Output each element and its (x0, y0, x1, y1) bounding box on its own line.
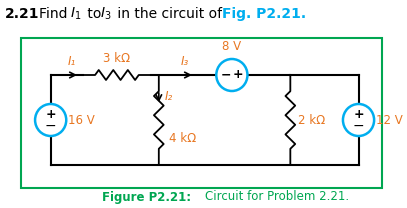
Text: +: + (45, 109, 56, 121)
Text: 3 kΩ: 3 kΩ (103, 52, 131, 65)
Text: I₁: I₁ (68, 55, 76, 68)
Text: $I_1$: $I_1$ (70, 6, 81, 22)
Text: Figure P2.21:: Figure P2.21: (102, 191, 191, 203)
Text: 2.21: 2.21 (5, 7, 39, 21)
Text: to: to (83, 7, 105, 21)
Text: 12 V: 12 V (376, 114, 403, 126)
Text: +: + (232, 68, 243, 82)
Text: I₃: I₃ (181, 55, 189, 68)
Text: $I_3$: $I_3$ (101, 6, 112, 22)
Text: −: − (353, 119, 364, 133)
FancyBboxPatch shape (22, 38, 382, 188)
Circle shape (216, 59, 247, 91)
Text: −: − (221, 68, 231, 82)
Text: 16 V: 16 V (68, 114, 95, 126)
Text: 4 kΩ: 4 kΩ (168, 131, 196, 145)
Text: 2 kΩ: 2 kΩ (298, 114, 325, 126)
Text: Fig. P2.21.: Fig. P2.21. (222, 7, 306, 21)
Circle shape (35, 104, 66, 136)
Text: Find: Find (39, 7, 72, 21)
Circle shape (343, 104, 374, 136)
Text: Circuit for Problem 2.21.: Circuit for Problem 2.21. (205, 191, 349, 203)
Text: +: + (353, 109, 364, 121)
Text: 8 V: 8 V (222, 40, 241, 53)
Text: I₂: I₂ (165, 90, 173, 104)
Text: in the circuit of: in the circuit of (113, 7, 227, 21)
Text: −: − (45, 119, 57, 133)
